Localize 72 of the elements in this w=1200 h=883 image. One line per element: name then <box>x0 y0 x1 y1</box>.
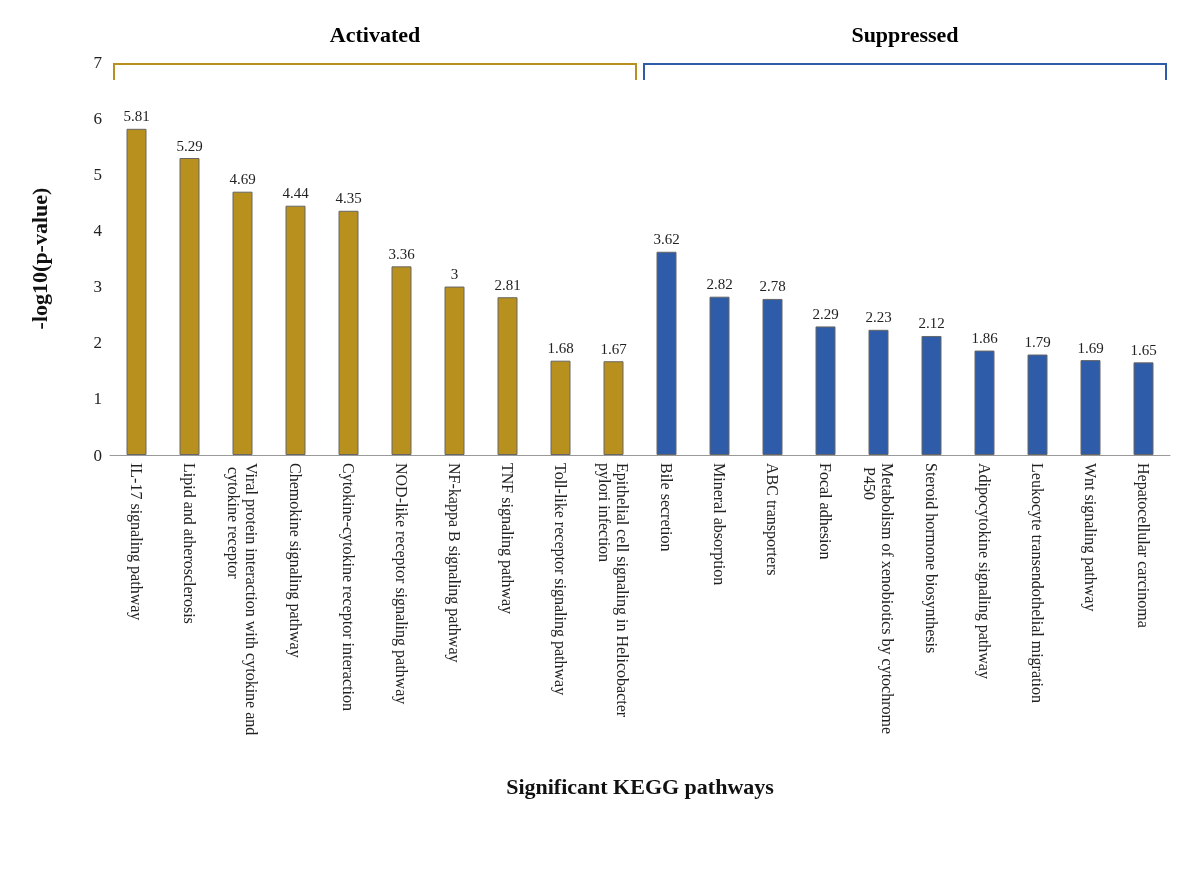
text: Suppressed <box>851 22 959 48</box>
bar <box>603 361 624 455</box>
data-label: 3.62 <box>653 231 680 248</box>
bar <box>444 286 465 455</box>
bar <box>656 251 677 455</box>
data-label: 4.44 <box>282 185 310 202</box>
y-tick-label: 2 <box>93 333 102 353</box>
bar <box>1080 360 1101 455</box>
bar <box>709 296 730 455</box>
x-tick-label: Steroid hormone biosynthesis <box>922 463 940 654</box>
data-label: 3.36 <box>388 245 416 262</box>
data-label: 1.67 <box>600 340 628 357</box>
data-label: 5.29 <box>176 137 203 154</box>
x-tick-label: TNF signaling pathway <box>498 463 516 615</box>
data-label: 1.86 <box>971 330 999 347</box>
x-tick-label: Mineral absorption <box>710 463 728 586</box>
bar <box>868 329 889 455</box>
x-tick-label: ABC transporters <box>763 463 781 576</box>
x-tick-label: Toll-like receptor signaling pathway <box>551 463 569 696</box>
bar <box>762 298 783 455</box>
bar <box>126 128 147 455</box>
data-label: 2.23 <box>865 309 892 326</box>
x-tick-label: IL-17 signaling pathway <box>127 463 145 621</box>
y-axis-title: -log10(p-value) <box>26 187 52 330</box>
data-label: 1.68 <box>547 340 574 357</box>
data-label: 2.78 <box>759 278 786 295</box>
x-tick-label: NF-kappa B signaling pathway <box>445 463 463 663</box>
data-label: 5.81 <box>123 108 150 125</box>
data-label: 1.79 <box>1024 334 1051 350</box>
bar <box>1133 362 1154 455</box>
x-tick-label: Lipid and atherosclerosis <box>180 463 198 624</box>
x-tick-label: Leukocyte transendothelial migration <box>1028 463 1046 703</box>
x-tick-label: NOD-like receptor signaling pathway <box>392 463 410 705</box>
bar <box>179 158 200 455</box>
bar <box>338 210 359 455</box>
y-tick-label: 5 <box>93 164 102 184</box>
x-axis-title: Significant KEGG pathways <box>506 773 775 799</box>
x-tick-label: Chemokine signaling pathway <box>286 463 304 658</box>
text: Activated <box>329 22 421 48</box>
data-label: 3 <box>450 266 459 283</box>
x-tick-label: Epithelial cell signaling in Helicobacter pylori infection <box>595 463 631 722</box>
x-tick-label: Focal adhesion <box>817 463 834 560</box>
y-tick-label: 3 <box>93 277 102 297</box>
x-tick-label: Adipocytokine signaling pathway <box>975 463 993 679</box>
bar <box>391 266 412 455</box>
data-label: 1.69 <box>1077 339 1104 356</box>
data-label: 2.81 <box>494 276 521 293</box>
y-tick-label: 6 <box>93 108 102 128</box>
bar <box>497 297 518 455</box>
bar <box>550 360 571 455</box>
x-tick-label: Hepatocellular carcinoma <box>1134 463 1152 628</box>
y-tick-label: 4 <box>93 220 103 240</box>
y-tick-label: 1 <box>93 389 102 409</box>
x-tick-label: Wnt signaling pathway <box>1081 463 1099 612</box>
data-label: 4.35 <box>335 190 362 207</box>
bar <box>921 335 942 455</box>
x-tick-label: Cytokine-cytokine receptor interaction <box>339 463 357 711</box>
bar <box>1027 354 1048 455</box>
data-label: 1.65 <box>1130 341 1157 358</box>
bar <box>815 326 836 455</box>
x-tick-label: Bile secretion <box>658 463 675 552</box>
data-label: 2.12 <box>918 315 945 332</box>
bar <box>974 350 995 455</box>
data-label: 4.69 <box>229 171 256 188</box>
y-tick-label: 0 <box>93 445 102 465</box>
y-tick-label: 7 <box>93 52 103 72</box>
data-label: 2.82 <box>706 276 733 293</box>
bar <box>285 205 306 455</box>
x-tick-label: Metabolism of xenobiotics by cytochrome P450 <box>861 463 896 735</box>
bar <box>232 191 253 455</box>
data-label: 2.29 <box>812 305 839 322</box>
x-tick-label: Viral protein interaction with cytokine and cytokine receptor <box>224 463 260 736</box>
